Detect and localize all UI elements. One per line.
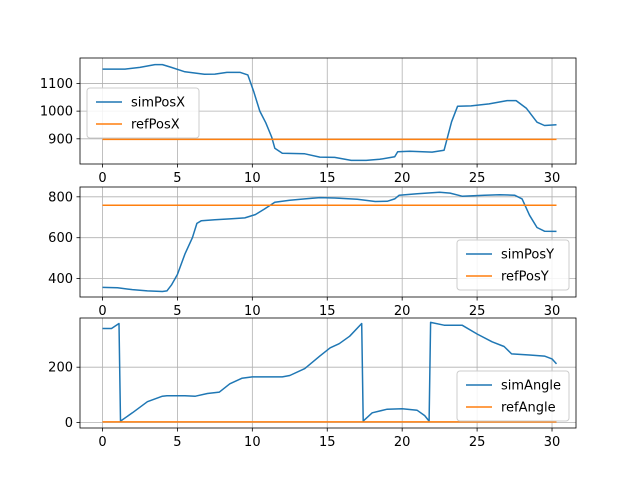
y-tick-label: 800 <box>48 190 73 205</box>
x-tick-label: 0 <box>98 435 106 450</box>
x-tick-label: 15 <box>319 304 336 319</box>
legend: simAngle refAngle <box>456 370 570 422</box>
y-tick-label: 600 <box>48 231 73 246</box>
subplot-1: 0 5 10 15 20 25 30 900 1000 1100 simPosX refPosX <box>40 57 577 186</box>
x-tick-label: 25 <box>469 435 486 450</box>
x-tick-label: 0 <box>98 304 106 319</box>
x-tick-label: 30 <box>544 304 561 319</box>
x-tick-label: 5 <box>173 435 181 450</box>
x-tick-label: 10 <box>244 435 261 450</box>
legend: simPosY refPosY <box>456 239 570 291</box>
subplot-2: 0 5 10 15 20 25 30 400 600 800 simPosY refPosY <box>48 186 577 319</box>
x-tick-label: 0 <box>98 171 106 186</box>
legend-label: refPosX <box>131 118 180 133</box>
x-tick-label: 30 <box>544 171 561 186</box>
legend-label: simPosX <box>131 96 185 111</box>
y-tick-label: 400 <box>48 272 73 287</box>
x-tick-label: 15 <box>319 171 336 186</box>
axes-frame <box>79 317 577 429</box>
legend-box <box>456 370 570 422</box>
y-tick-label: 1100 <box>40 77 73 92</box>
x-tick-label: 20 <box>394 435 411 450</box>
legend-label: simAngle <box>501 379 561 394</box>
subplot-3: 0 5 10 15 20 25 30 0 200 simAngle refAngle <box>48 317 577 450</box>
legend-label: simPosY <box>501 248 554 263</box>
x-tick-label: 10 <box>244 304 261 319</box>
legend-label: refPosY <box>501 270 549 285</box>
series-line-simPosY <box>102 191 557 293</box>
y-tick-label: 900 <box>48 132 73 147</box>
series-line-simAngle <box>102 321 558 422</box>
x-tick-label: 30 <box>544 435 561 450</box>
x-tick-label: 25 <box>469 304 486 319</box>
series-line-simPosX <box>102 63 557 162</box>
x-tick-label: 20 <box>394 304 411 319</box>
legend-label: refAngle <box>501 401 556 416</box>
legend: simPosX refPosX <box>86 87 200 139</box>
x-tick-label: 10 <box>244 171 261 186</box>
y-tick-label: 1000 <box>40 105 73 120</box>
x-tick-label: 5 <box>173 171 181 186</box>
legend-box <box>86 87 200 139</box>
axes-frame <box>79 186 577 298</box>
x-tick-label: 20 <box>394 171 411 186</box>
x-tick-label: 15 <box>319 435 336 450</box>
y-tick-label: 200 <box>48 361 73 376</box>
x-tick-label: 5 <box>173 304 181 319</box>
y-tick-label: 0 <box>65 416 73 431</box>
legend-box <box>456 239 570 291</box>
x-tick-label: 25 <box>469 171 486 186</box>
